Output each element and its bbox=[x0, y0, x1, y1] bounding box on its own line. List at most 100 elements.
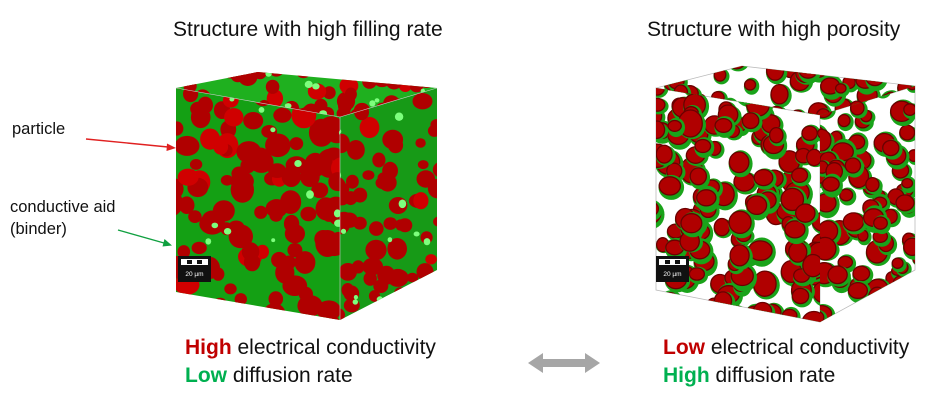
particle-blob bbox=[421, 301, 431, 310]
particle-blob bbox=[387, 137, 404, 154]
particle-blob bbox=[372, 152, 386, 168]
particle-blob bbox=[854, 299, 878, 322]
particle-blob bbox=[177, 245, 191, 259]
particle-blob bbox=[899, 66, 915, 80]
particle-blob bbox=[905, 66, 915, 76]
particle-blob bbox=[721, 304, 745, 322]
particle-blob bbox=[312, 72, 327, 77]
particle-blob bbox=[359, 116, 380, 139]
particle-blob bbox=[656, 97, 666, 112]
binder-arrow bbox=[117, 229, 172, 247]
particle-blob bbox=[230, 176, 254, 203]
double-arrow-right-head bbox=[585, 353, 600, 373]
particle-blob bbox=[190, 106, 211, 129]
particle-blob bbox=[895, 66, 911, 78]
particle-blob bbox=[864, 301, 888, 322]
particle-blob bbox=[750, 310, 768, 322]
particle-blob bbox=[420, 289, 437, 308]
particle-blob bbox=[362, 74, 377, 89]
particle-blob bbox=[720, 314, 740, 322]
particle-blob bbox=[851, 317, 868, 322]
particle-blob bbox=[664, 68, 682, 84]
particle-blob bbox=[271, 238, 276, 243]
particle-arrow-line bbox=[85, 138, 169, 148]
double-arrow-shaft bbox=[541, 359, 587, 367]
particle-blob bbox=[365, 239, 387, 261]
particle-blob bbox=[864, 303, 885, 321]
particle-blob bbox=[344, 87, 357, 102]
particle-blob bbox=[424, 72, 437, 76]
particle-blob bbox=[416, 72, 424, 81]
particle-blob bbox=[417, 160, 429, 170]
particle-blob bbox=[378, 173, 397, 192]
particle-blob bbox=[322, 86, 336, 100]
particle-blob bbox=[189, 159, 203, 170]
left-scale-bar-ruler bbox=[181, 259, 208, 265]
particle-blob bbox=[714, 117, 733, 134]
particle-blob bbox=[427, 303, 435, 312]
particle-blob bbox=[801, 310, 820, 322]
particle-blob bbox=[369, 100, 376, 107]
particle-blob bbox=[183, 75, 197, 89]
particle-blob bbox=[304, 152, 327, 178]
particle-blob bbox=[423, 238, 431, 246]
particle-blob bbox=[656, 67, 660, 84]
particle-blob bbox=[176, 189, 183, 217]
particle-blob bbox=[281, 165, 301, 187]
particle-blob bbox=[394, 112, 404, 121]
left-conductivity-text: electrical conductivity bbox=[231, 336, 436, 359]
particle-blob bbox=[340, 308, 346, 320]
particle-blob bbox=[289, 137, 304, 151]
particle-blob bbox=[340, 228, 347, 234]
left-scale-bar-tick bbox=[197, 260, 202, 264]
particle-blob bbox=[768, 126, 784, 144]
particle-blob bbox=[775, 66, 789, 68]
particle-blob bbox=[387, 237, 393, 243]
particle-blob bbox=[820, 128, 832, 152]
particle-blob bbox=[286, 221, 301, 237]
particle-blob bbox=[865, 67, 885, 87]
particle-blob bbox=[318, 64, 323, 69]
right-diffusion-level: High bbox=[663, 364, 710, 387]
particle-blob bbox=[820, 310, 825, 322]
particle-blob bbox=[892, 300, 915, 322]
particle-blob bbox=[326, 72, 341, 75]
left-diffusion-text: diffusion rate bbox=[227, 364, 353, 387]
left-scale-bar: 20 µm bbox=[178, 256, 211, 282]
particle-blob bbox=[802, 253, 820, 278]
particle-blob bbox=[304, 80, 313, 88]
particle-blob bbox=[234, 293, 247, 306]
particle-blob bbox=[325, 196, 340, 216]
right-property-conductivity: Low electrical conductivity bbox=[663, 334, 909, 362]
particle-blob bbox=[188, 210, 202, 224]
particle-blob bbox=[311, 182, 329, 199]
particle-blob bbox=[203, 72, 217, 81]
particle-blob bbox=[837, 113, 851, 128]
particle-blob bbox=[903, 237, 915, 257]
particle-blob bbox=[232, 311, 253, 320]
left-property-conductivity: High electrical conductivity bbox=[185, 334, 436, 362]
particle-blob bbox=[659, 292, 680, 311]
particle-blob bbox=[696, 189, 717, 207]
particle-blob bbox=[893, 287, 911, 307]
particle-blob bbox=[728, 151, 750, 174]
particle-blob bbox=[352, 299, 358, 305]
particle-blob bbox=[892, 298, 915, 322]
particle-blob bbox=[176, 308, 191, 320]
particle-blob bbox=[228, 310, 244, 320]
particle-blob bbox=[412, 93, 433, 110]
particle-blob bbox=[383, 217, 398, 230]
particle-blob bbox=[398, 199, 407, 209]
particle-blob bbox=[794, 203, 816, 223]
left-front-particles bbox=[176, 88, 340, 320]
particle-blob bbox=[387, 238, 408, 260]
particle-blob bbox=[294, 160, 302, 167]
particle-blob bbox=[254, 205, 268, 219]
left-cube bbox=[175, 64, 438, 320]
particle-blob bbox=[430, 119, 437, 131]
particle-blob bbox=[899, 124, 915, 141]
particle-blob bbox=[176, 296, 192, 317]
particle-blob bbox=[873, 216, 888, 230]
particle-blob bbox=[433, 216, 437, 227]
particle-arrow-head bbox=[166, 143, 176, 151]
